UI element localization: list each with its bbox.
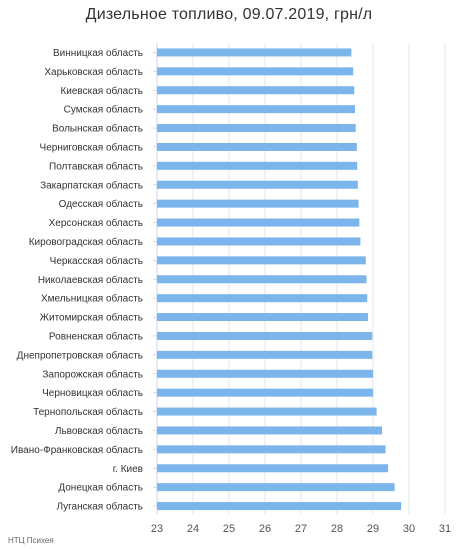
bar (157, 445, 386, 454)
chart-title: Дизельное топливо, 09.07.2019, грн/л (85, 6, 373, 23)
source-credit: НТЦ Психея (8, 536, 54, 545)
x-tick-label: 25 (223, 523, 235, 535)
bar (157, 313, 368, 322)
bar (157, 180, 358, 189)
bar (157, 369, 373, 378)
category-label: Донецкая область (58, 482, 143, 494)
category-label: Кировоградская область (29, 236, 143, 248)
x-tick-label: 30 (403, 523, 415, 535)
x-tick-label: 31 (439, 523, 451, 535)
category-label: Киевская область (60, 85, 143, 97)
bar (157, 161, 358, 170)
category-label: Полтавская область (49, 160, 143, 172)
bar (157, 350, 373, 359)
category-labels: Винницкая область Харьковская область Киев… (11, 47, 143, 513)
bar (157, 388, 373, 397)
x-tick-label: 23 (151, 523, 163, 535)
category-label: Закарпатская область (40, 179, 143, 191)
bar (157, 256, 366, 265)
bar (157, 67, 354, 76)
category-label: Сумская область (64, 104, 143, 116)
category-label: г. Киев (113, 464, 143, 475)
category-label: Херсонская область (49, 217, 143, 229)
bar (157, 237, 361, 246)
category-label: Винницкая область (53, 47, 143, 59)
category-label: Львовская область (55, 425, 143, 437)
bar (157, 218, 360, 227)
bar (157, 331, 373, 340)
bar (157, 124, 356, 133)
x-tick-label: 28 (331, 523, 343, 535)
bar (157, 48, 352, 57)
category-label: Тернопольская область (33, 406, 143, 418)
category-label: Волынская область (52, 123, 143, 135)
x-tick-label: 26 (259, 523, 271, 535)
x-tick-label: 29 (367, 523, 379, 535)
category-label: Хмельницкая область (41, 293, 143, 305)
bar (157, 142, 357, 151)
x-tick-label: 27 (295, 523, 307, 535)
bar (157, 426, 382, 435)
bar (157, 464, 389, 473)
category-label: Харьковская область (44, 66, 143, 78)
bar (157, 275, 367, 284)
bar (157, 407, 377, 416)
bar (157, 294, 368, 303)
category-label: Черновицкая область (42, 387, 143, 399)
category-label: Черкасская область (50, 255, 143, 267)
category-label: Одесская область (59, 198, 143, 210)
bar (157, 199, 359, 208)
category-label: Житомирская область (40, 312, 143, 324)
bar (157, 483, 395, 492)
x-axis-ticks: 23 24 25 26 27 28 29 30 31 (151, 523, 451, 535)
category-label: Луганская область (56, 501, 143, 513)
category-label: Ивано-Франковская область (11, 444, 143, 456)
x-tick-label: 24 (187, 523, 199, 535)
category-label: Запорожская область (42, 368, 143, 380)
category-label: Черниговская область (40, 141, 143, 153)
bars (157, 48, 402, 511)
bar (157, 502, 402, 511)
bar (157, 86, 355, 95)
bar (157, 105, 355, 114)
category-label: Николаевская область (38, 274, 143, 286)
category-label: Ровненская область (49, 330, 143, 342)
category-label: Днепропетровская область (17, 349, 143, 361)
